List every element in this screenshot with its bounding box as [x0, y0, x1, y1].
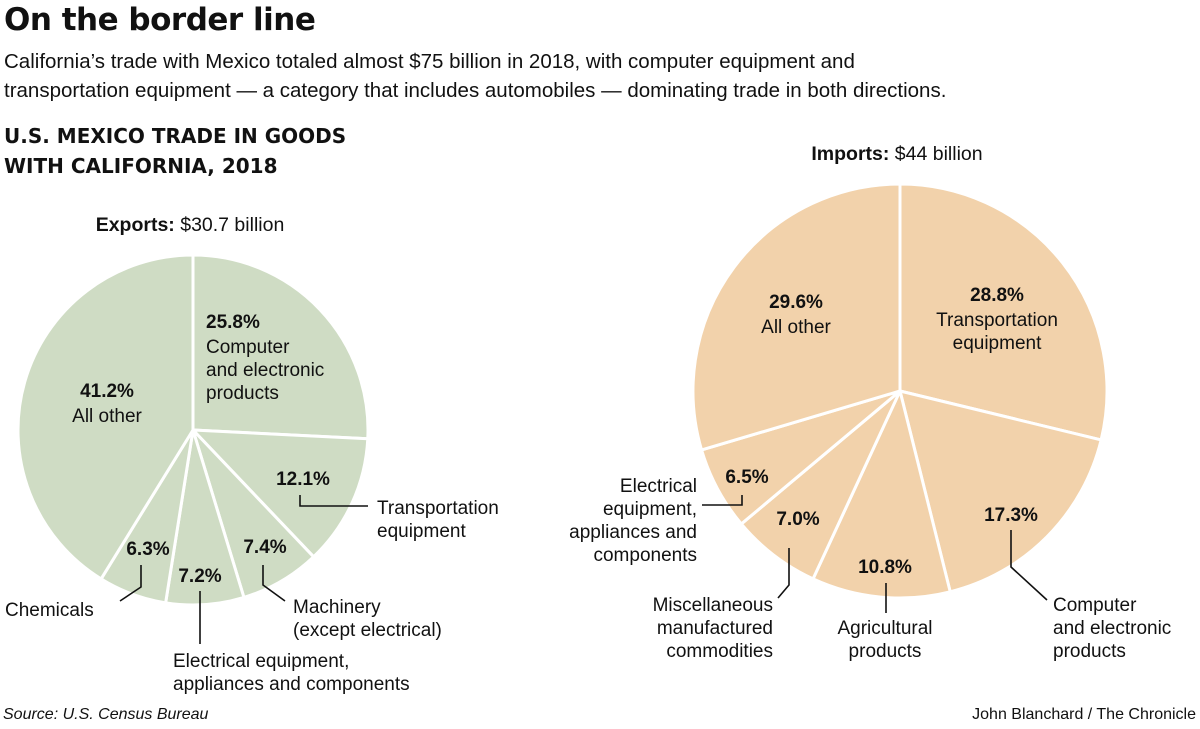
- chart-title: On the border line: [4, 2, 316, 38]
- pie-slice-imports-0: [898, 182, 1109, 442]
- label-line: Computer: [206, 337, 290, 358]
- label-line: Electrical equipment,: [173, 651, 350, 672]
- label-line: Agricultural: [837, 618, 933, 639]
- imports-transportation-pct: 28.8%: [970, 285, 1024, 306]
- imports-misc-pct: 7.0%: [776, 509, 820, 530]
- imports-allother-label: All other: [761, 317, 831, 338]
- exports-machinery-label: Machinery (except electrical): [293, 596, 442, 642]
- pie-slice-imports-1: [898, 389, 1103, 594]
- label-line: and electronic: [206, 360, 325, 381]
- label-line: Transportation: [377, 498, 499, 519]
- exports-title-label: Exports:: [95, 214, 175, 236]
- exports-electrical-label: Electrical equipment, appliances and com…: [173, 650, 410, 696]
- subtitle-line-2: transportation equipment — a category th…: [4, 79, 947, 102]
- label-line: appliances and: [569, 522, 697, 543]
- exports-computer-pct: 25.8%: [206, 312, 260, 333]
- imports-computer-pct: 17.3%: [984, 505, 1038, 526]
- label-line: manufactured: [656, 618, 773, 639]
- label-line: equipment,: [602, 499, 697, 520]
- exports-transportation-pct: 12.1%: [276, 469, 330, 490]
- credit: John Blanchard / The Chronicle: [972, 706, 1196, 723]
- pie-slice-exports-0: [191, 253, 370, 441]
- leader-lines: [119, 495, 1048, 644]
- imports-agricultural-pct: 10.8%: [858, 557, 912, 578]
- imports-agricultural-label: Agricultural products: [837, 617, 932, 663]
- exports-electrical-pct: 7.2%: [178, 566, 222, 587]
- label-line: (except electrical): [293, 620, 442, 641]
- imports-title: Imports: $44 billion: [811, 143, 982, 166]
- imports-pie: [691, 182, 1109, 600]
- imports-title-value: $44 billion: [894, 143, 983, 165]
- label-line: Machinery: [293, 597, 381, 618]
- label-line: commodities: [666, 641, 773, 662]
- label-line: equipment: [377, 521, 466, 542]
- label-line: products: [1053, 641, 1126, 662]
- section-heading-2: WITH CALIFORNIA, 2018: [4, 154, 278, 178]
- exports-chemicals-label: Chemicals: [5, 600, 94, 621]
- exports-allother-label: All other: [72, 406, 142, 427]
- imports-electrical-pct: 6.5%: [725, 467, 769, 488]
- label-line: appliances and components: [173, 674, 410, 695]
- section-heading-1: U.S. MEXICO TRADE IN GOODS: [4, 124, 347, 148]
- exports-title-value: $30.7 billion: [180, 214, 285, 236]
- exports-chemicals-pct: 6.3%: [126, 539, 170, 560]
- leader-imports-misc: [777, 548, 790, 599]
- imports-electrical-label: Electrical equipment, appliances and com…: [569, 475, 697, 567]
- leader-imports-electrical: [702, 495, 743, 506]
- label-line: Transportation: [936, 310, 1058, 331]
- source-note: Source: U.S. Census Bureau: [3, 706, 209, 723]
- label-line: Electrical: [619, 476, 697, 497]
- imports-misc-label: Miscellaneous manufactured commodities: [653, 594, 773, 663]
- label-line: equipment: [952, 333, 1042, 354]
- exports-pie: [16, 253, 370, 607]
- exports-allother-pct: 41.2%: [80, 381, 134, 402]
- exports-transportation-label: Transportation equipment: [377, 497, 499, 543]
- leader-exports-chemicals: [119, 565, 142, 602]
- label-line: Computer: [1053, 595, 1137, 616]
- pie-slice-imports-5: [691, 182, 902, 452]
- imports-allother-pct: 29.6%: [769, 292, 823, 313]
- label-line: products: [848, 641, 922, 662]
- pie-slice-exports-5: [16, 253, 195, 581]
- imports-computer-label: Computer and electronic products: [1053, 594, 1171, 663]
- pie-slice-exports-1: [191, 428, 370, 559]
- leader-exports-transportation: [299, 495, 368, 507]
- exports-machinery-pct: 7.4%: [243, 537, 287, 558]
- label-line: Miscellaneous: [652, 595, 773, 616]
- imports-title-label: Imports:: [811, 143, 890, 165]
- exports-title: Exports: $30.7 billion: [96, 214, 285, 237]
- label-line: products: [206, 383, 279, 404]
- pie-slice-imports-2: [811, 389, 952, 600]
- imports-transportation-label: Transportation equipment: [936, 309, 1058, 355]
- label-line: and electronic: [1053, 618, 1172, 639]
- subtitle-line-1: California’s trade with Mexico totaled a…: [4, 50, 855, 73]
- label-line: components: [593, 545, 697, 566]
- exports-computer-label: Computer and electronic products: [206, 336, 324, 405]
- leader-imports-computer: [1010, 530, 1048, 601]
- leader-exports-machinery: [262, 565, 286, 602]
